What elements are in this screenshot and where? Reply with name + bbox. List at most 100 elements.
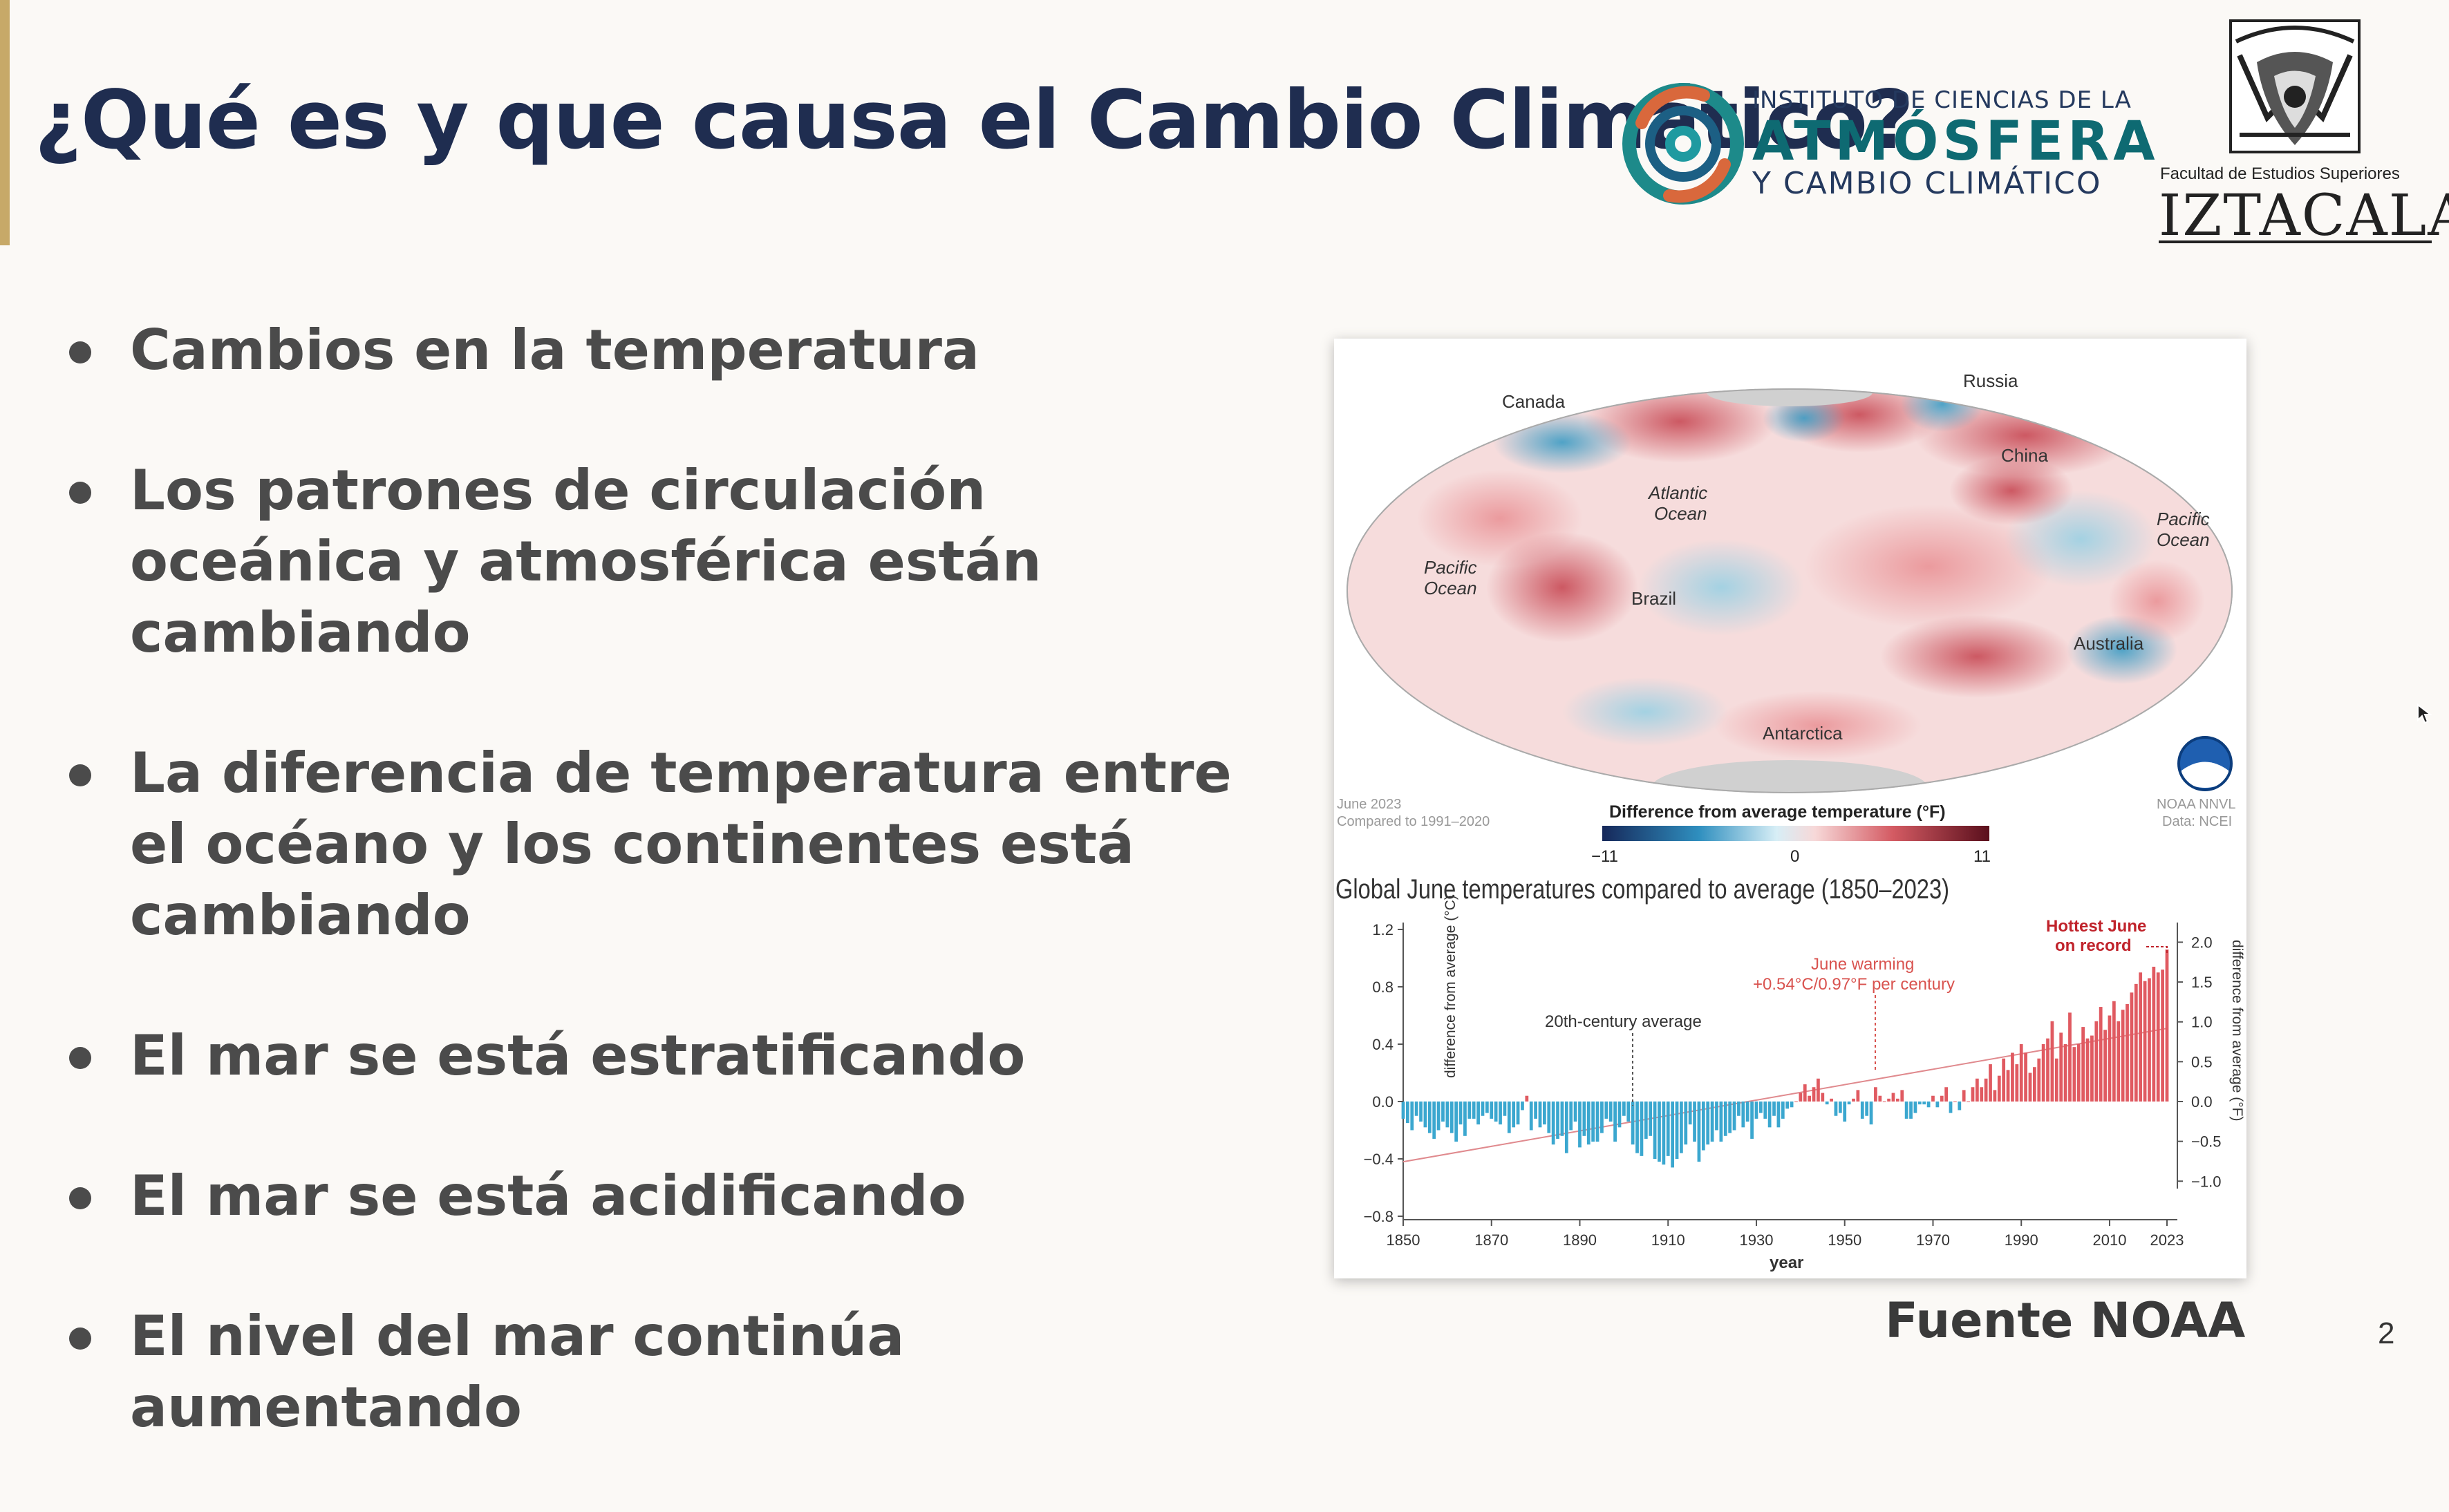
slide-title: ¿Qué es y que causa el Cambio Climático? xyxy=(35,73,1914,167)
bar-1954 xyxy=(1860,1102,1864,1119)
map-compared: Compared to 1991–2020 xyxy=(1337,814,1490,829)
bar-1878 xyxy=(1525,1095,1529,1102)
bar-1937 xyxy=(1785,1102,1790,1109)
chart-axes xyxy=(1402,923,2178,1220)
bar-1899 xyxy=(1617,1102,1622,1128)
bar-1999 xyxy=(2059,1032,2063,1102)
bar-2021 xyxy=(2156,972,2160,1102)
bar-1873 xyxy=(1503,1102,1507,1116)
bar-2008 xyxy=(2099,1007,2103,1102)
bar-1997 xyxy=(2050,1021,2054,1102)
x-tick-label: 1930 xyxy=(1740,1231,1774,1249)
map-label-pacific-west: Pacific xyxy=(1424,557,1477,578)
bar-1907 xyxy=(1653,1102,1657,1159)
bar-1902 xyxy=(1631,1102,1635,1145)
bar-1971 xyxy=(1935,1102,1940,1108)
bar-1870 xyxy=(1490,1102,1494,1119)
bar-1862 xyxy=(1454,1102,1458,1142)
bullet-item: La diferencia de temperatura entre el oc… xyxy=(69,737,1279,951)
bar-2004 xyxy=(2081,1027,2085,1102)
bar-1875 xyxy=(1512,1102,1516,1128)
y-right-tick-label: 0.5 xyxy=(2191,1053,2213,1070)
bar-1980 xyxy=(1975,1078,1979,1102)
bar-1895 xyxy=(1600,1102,1604,1133)
x-tick-label: 1870 xyxy=(1474,1231,1508,1249)
bar-1864 xyxy=(1463,1102,1467,1136)
atmosphere-logo-icon xyxy=(1622,83,1744,205)
bullet-dot-icon xyxy=(69,482,91,504)
bar-1858 xyxy=(1436,1102,1441,1131)
bullet-text: Los patrones de circulación oceánica y a… xyxy=(130,458,1042,665)
bar-1993 xyxy=(2033,1067,2036,1102)
bar-2002 xyxy=(2072,1047,2076,1102)
institute-line2: ATMÓSFERA xyxy=(1752,111,2159,173)
y-axis-label: difference from average (°C) xyxy=(1443,895,1458,1078)
bar-1900 xyxy=(1622,1102,1626,1116)
bar-2003 xyxy=(2076,1044,2081,1102)
bar-2012 xyxy=(2117,1021,2121,1102)
bar-1867 xyxy=(1476,1102,1480,1125)
bar-1851 xyxy=(1406,1102,1409,1124)
bar-1894 xyxy=(1595,1102,1599,1142)
x-tick-label: 1890 xyxy=(1563,1231,1597,1249)
bar-1920 xyxy=(1710,1102,1714,1142)
bullet-dot-icon xyxy=(69,1327,91,1350)
map-label-russia: Russia xyxy=(1963,370,2018,391)
map-credit-nnvl: NOAA NNVL xyxy=(2157,797,2235,812)
bar-1852 xyxy=(1410,1102,1414,1131)
annotation-hottest-1: Hottest June xyxy=(2046,917,2146,936)
bar-1918 xyxy=(1701,1102,1705,1151)
bar-1887 xyxy=(1564,1102,1568,1153)
bar-2011 xyxy=(2112,1001,2116,1102)
bar-1856 xyxy=(1427,1102,1432,1133)
bar-1929 xyxy=(1750,1102,1754,1139)
bar-1923 xyxy=(1723,1102,1727,1136)
bar-1951 xyxy=(1847,1102,1851,1105)
bar-1976 xyxy=(1958,1102,1962,1111)
bar-1962 xyxy=(1895,1098,1899,1102)
bar-1890 xyxy=(1578,1102,1582,1148)
noaa-figure: Canada Russia China Atlantic Ocean Pacif… xyxy=(1334,339,2246,1278)
bar-1927 xyxy=(1741,1102,1745,1128)
bar-2013 xyxy=(2121,1010,2125,1102)
bar-1886 xyxy=(1560,1102,1564,1136)
unam-seal-icon xyxy=(2229,19,2361,153)
annotation-warming-2: +0.54°C/0.97°F per century xyxy=(1753,975,1955,994)
bar-2015 xyxy=(2130,992,2134,1102)
bullet-dot-icon xyxy=(69,341,91,363)
bar-1965 xyxy=(1909,1102,1913,1119)
bar-1990 xyxy=(2019,1044,2023,1102)
bullet-item: El mar se está acidificando xyxy=(69,1160,1279,1231)
y-tick-label: −0.8 xyxy=(1364,1208,1394,1225)
bar-1996 xyxy=(2046,1038,2049,1102)
bar-1865 xyxy=(1467,1102,1472,1119)
accent-bar xyxy=(0,0,10,245)
legend-max: 11 xyxy=(1973,847,1991,866)
annotation-warming-1: June warming xyxy=(1811,955,1914,974)
y-tick-label: 0.0 xyxy=(1372,1093,1394,1111)
bar-2022 xyxy=(2161,970,2164,1102)
bar-1906 xyxy=(1649,1102,1653,1136)
bar-1956 xyxy=(1869,1102,1873,1125)
bullet-item: El mar se está estratificando xyxy=(69,1020,1279,1091)
unam-faculty: Facultad de Estudios Superiores xyxy=(2160,164,2400,183)
bar-1936 xyxy=(1781,1102,1785,1119)
bar-1991 xyxy=(2024,1052,2027,1102)
bar-1973 xyxy=(1944,1087,1949,1102)
bar-1998 xyxy=(2054,1058,2058,1102)
trend-line xyxy=(1402,1028,2168,1163)
bar-1947 xyxy=(1830,1098,1833,1102)
mouse-cursor-icon xyxy=(2417,703,2432,724)
x-tick-label: 1970 xyxy=(1916,1231,1950,1249)
bar-1942 xyxy=(1808,1095,1812,1102)
y-right-tick-label: 1.0 xyxy=(2191,1014,2213,1031)
bar-1994 xyxy=(2037,1058,2041,1102)
x-tick-label: 2010 xyxy=(2092,1231,2126,1249)
y-right-tick-label: 0.0 xyxy=(2191,1093,2213,1111)
bar-1981 xyxy=(1980,1087,1984,1102)
annotation-century-average: 20th-century average xyxy=(1545,1012,1702,1031)
x-axis-label: year xyxy=(1770,1254,1803,1272)
legend-colorbar xyxy=(1602,826,1989,841)
bar-1944 xyxy=(1817,1078,1820,1102)
y-tick-label: −0.4 xyxy=(1364,1151,1394,1168)
